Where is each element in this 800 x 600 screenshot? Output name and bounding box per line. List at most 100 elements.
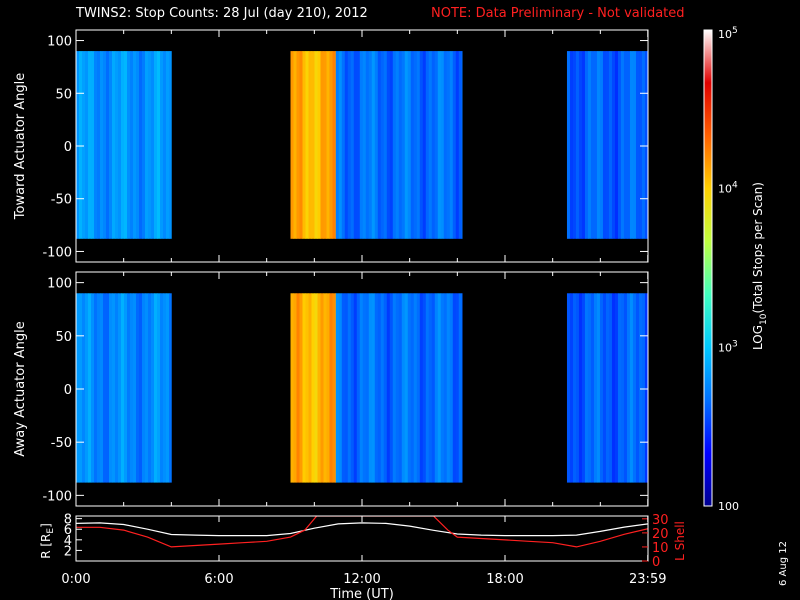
colorbar-tick-label: 100 [718,500,739,513]
heatmap-cell [419,51,424,239]
preliminary-note: NOTE: Data Preliminary - Not validated [431,6,685,21]
heatmap-cell [590,293,595,483]
heatmap-cell [359,51,364,239]
heatmap-cell [97,293,101,483]
y-tick-label: 4 [64,534,72,549]
heatmap-cell [118,51,122,239]
y-tick-label: 100 [47,35,72,50]
heatmap-cell [299,293,303,483]
heatmap-cell [323,293,327,483]
heatmap-cell [395,293,400,483]
colorbar [703,29,713,507]
heatmap-cell [584,293,589,483]
heatmap-cell [130,293,134,483]
heatmap-cell [308,51,312,239]
y-tick-label-right: 30 [652,513,669,528]
heatmap-cell [428,51,433,239]
heatmap-cell [386,293,391,483]
heatmap-cell [584,51,589,239]
heatmap-cell [293,293,297,483]
heatmap-cell [145,51,149,239]
heatmap-cell [100,51,104,239]
heatmap-cell [121,293,125,483]
y-tick-label: 100 [47,277,72,292]
heatmap-cell [127,293,131,483]
heatmap-cell [347,293,352,483]
heatmap-cell [317,51,321,239]
y-axis-label: Toward Actuator Angle [13,73,28,220]
colorbar-tick-label: 104 [718,181,738,196]
heatmap-cell [314,293,318,483]
heatmap-cell [124,51,128,239]
heatmap-cell [599,293,604,483]
heatmap-cell [401,293,406,483]
heatmap-cell [311,51,315,239]
heatmap-cell [440,293,445,483]
heatmap-cell [296,51,300,239]
heatmap-cell [434,293,439,483]
heatmap-cell [461,51,463,239]
heatmap-cell [452,51,457,239]
heatmap-cell [344,293,349,483]
heatmap-cell [455,51,460,239]
l-shell-line [76,516,648,548]
heatmap-cell [632,51,637,239]
heatmap-cell [440,51,445,239]
y-tick-label: 0 [64,383,72,398]
heatmap-cell [148,51,152,239]
x-tick-label: 23:59 [629,572,666,587]
heatmap-cell [79,293,83,483]
heatmap-cell [365,51,370,239]
heatmap-cell [326,51,330,239]
heatmap-cell [332,293,336,483]
heatmap-cell [629,51,634,239]
heatmap-cell [590,51,595,239]
y-tick-label: 8 [64,513,72,528]
figure-title: TWINS2: Stop Counts: 28 Jul (day 210), 2… [76,6,368,21]
heatmap-cell [389,51,394,239]
heatmap-cell [602,293,607,483]
heatmap-cell [422,293,427,483]
heatmap-cell [572,51,577,239]
heatmap-cell [335,51,340,239]
heatmap-cell [88,51,92,239]
heatmap-cell [449,293,454,483]
heatmap-cell [109,293,113,483]
heatmap-cell [100,293,104,483]
heatmap-cell [335,293,340,483]
heatmap-cell [320,51,324,239]
heatmap-cell [593,293,598,483]
heatmap-cell [422,51,427,239]
heatmap-cell [332,51,336,239]
heatmap-cell [350,51,355,239]
heatmap-cell [617,51,622,239]
heatmap-cell [338,293,343,483]
heatmap-cell [635,51,640,239]
heatmap-cell [160,293,164,483]
heatmap-cell [410,293,415,483]
heatmap-cell [566,293,571,483]
heatmap-cell [290,293,294,483]
heatmap-cell [302,51,306,239]
heatmap-cell [329,51,333,239]
heatmap-cell [380,51,385,239]
heatmap-cell [377,51,382,239]
heatmap-cell [371,293,376,483]
heatmap-cell [401,51,406,239]
heatmap-cell [290,51,294,239]
heatmap-cell [416,293,421,483]
heatmap-cell [338,51,343,239]
heatmap-cell [383,293,388,483]
heatmap-cell [566,51,571,239]
heatmap-cell [446,293,451,483]
y-axis-label: Away Actuator Angle [13,321,28,456]
heatmap-cell [386,51,391,239]
y-tick-label: -50 [51,436,72,451]
heatmap-cell [398,51,403,239]
heatmap-cell [419,293,424,483]
heatmap-cell [443,51,448,239]
y-tick-label: 0 [64,140,72,155]
heatmap-cell [91,293,95,483]
x-tick-label: 6:00 [204,572,233,587]
